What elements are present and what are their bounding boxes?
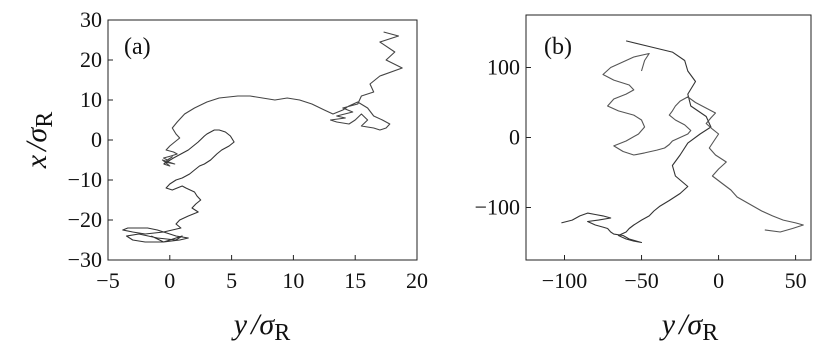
panel-a-ytick-label: 30 — [80, 7, 102, 32]
panel-a-xtick-label: −5 — [96, 268, 119, 293]
panel-b: −100 −50 0 50 100 0 −100 (b) y/σR — [475, 14, 812, 344]
panel-a-ytick-label: −10 — [68, 167, 102, 192]
panel-b-xtick-label: −100 — [542, 268, 587, 293]
panel-a-ytick-label: −20 — [68, 207, 102, 232]
panel-a-ytick-label: −30 — [68, 247, 102, 272]
panel-b-xlabel: y/σR — [659, 308, 718, 344]
panel-b-label: (b) — [544, 34, 572, 60]
panel-a-ylabel: x/σR — [20, 112, 58, 169]
panel-b-trajectories — [561, 40, 804, 244]
panel-b-xtick-label: 0 — [713, 268, 724, 293]
panel-a-ytick-label: 20 — [80, 47, 102, 72]
panel-a-trajectory-2 — [122, 129, 235, 243]
panel-a-ytick-label: 0 — [91, 127, 102, 152]
panel-b-ytick-label: 100 — [487, 55, 520, 80]
panel-a-xtick-label: 15 — [344, 268, 366, 293]
panel-a-ytick-label: 10 — [80, 87, 102, 112]
panel-a-trajectories — [122, 31, 403, 243]
panel-b-ytick-label: −100 — [475, 195, 520, 220]
panel-a: −5 0 5 10 15 20 −30 −20 −10 0 10 20 30 (a) x/σR y/σR — [20, 7, 428, 344]
panel-b-trajectory-2 — [602, 52, 804, 233]
panel-a-xtick-label: 10 — [282, 268, 304, 293]
panel-b-ytick-label: 0 — [509, 125, 520, 150]
panel-a-plot-frame — [107, 19, 418, 261]
panel-a-ticks: −5 0 5 10 15 20 −30 −20 −10 0 10 20 30 — [68, 7, 428, 293]
panel-a-xtick-label: 0 — [164, 268, 175, 293]
panel-b-xtick-label: −50 — [624, 268, 658, 293]
panel-a-xlabel: y/σR — [231, 308, 290, 344]
panel-b-ticks: −100 −50 0 50 100 0 −100 — [475, 55, 807, 294]
panel-b-trajectory-1 — [561, 40, 712, 244]
panel-a-xtick-label: 5 — [226, 268, 237, 293]
panel-a-xtick-label: 20 — [406, 268, 428, 293]
panel-b-xtick-label: 50 — [785, 268, 807, 293]
panel-a-trajectory-1 — [161, 31, 403, 167]
panel-a-label: (a) — [124, 34, 151, 60]
